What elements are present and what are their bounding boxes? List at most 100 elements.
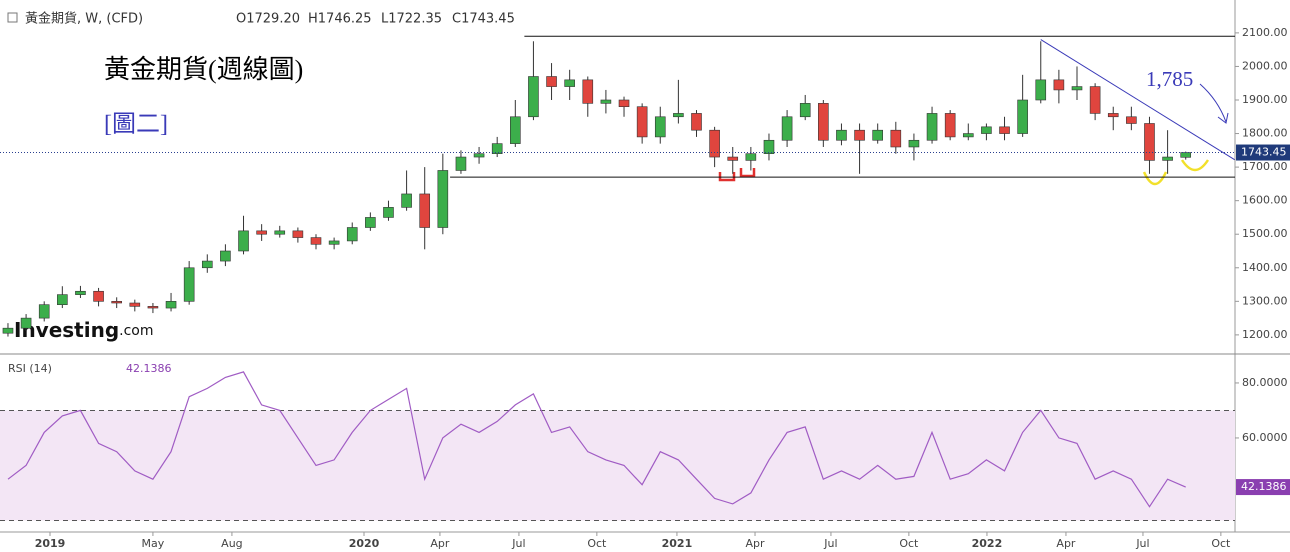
candle-body [654, 116, 666, 138]
rsi-band [0, 410, 1235, 521]
y-tick-label: 2000.00 [1242, 59, 1288, 72]
candle-body [75, 290, 86, 295]
candle-body [836, 129, 847, 141]
quote-close: C1743.45 [452, 12, 515, 27]
candle-body [944, 113, 956, 138]
candle-body [781, 116, 793, 141]
candle-body [1126, 116, 1137, 124]
candle-body [908, 139, 920, 148]
x-tick-label: Apr [430, 537, 450, 550]
candle-body [1162, 156, 1173, 161]
y-tick-label: 80.0000 [1242, 376, 1288, 389]
candle-body [346, 227, 358, 242]
candle-body [546, 76, 557, 87]
x-tick-label: 2022 [972, 537, 1003, 550]
x-tick-label: 2019 [35, 537, 66, 550]
rsi-last: 42.1386 [126, 362, 172, 375]
x-tick-label: Jul [823, 537, 837, 550]
candle-body [600, 99, 612, 104]
y-tick-label: 1400.00 [1242, 261, 1288, 274]
candle-body [799, 103, 811, 118]
candle-body [473, 153, 485, 158]
x-tick-label: Apr [1056, 537, 1076, 550]
candle-body [510, 116, 521, 144]
candle-body [437, 170, 449, 228]
candle-body [365, 217, 376, 228]
candle-body [2, 327, 14, 334]
rsi-tag [1236, 479, 1290, 496]
quote-high: H1746.25 [308, 12, 372, 27]
candle-body [238, 230, 249, 252]
candle-body [1071, 86, 1083, 91]
candle-body [111, 301, 122, 304]
x-tick-label: Jul [1135, 537, 1149, 550]
heading: 黃金期貨(週線圖) [104, 55, 303, 84]
y-tick-label: 1500.00 [1242, 227, 1288, 240]
symbol-title: 黃金期貨, W, (CFD) [25, 11, 143, 27]
candle-body [926, 113, 938, 141]
candle-body [709, 129, 720, 158]
candle-body [328, 240, 340, 245]
candle-body [310, 237, 322, 245]
candle-body [854, 129, 865, 141]
candle-body [20, 317, 32, 329]
trendline [1040, 39, 1235, 161]
candle-body [981, 126, 992, 134]
quote-low: L1722.35 [381, 12, 442, 27]
candle-body [872, 129, 883, 141]
candle-body [1053, 79, 1065, 91]
candle-body [129, 302, 141, 307]
target-label: 1,785 [1146, 67, 1193, 91]
candle-body [57, 294, 68, 305]
rsi-tag-label: 42.1386 [1241, 480, 1287, 493]
candle-body [256, 230, 267, 235]
y-tick-label: 1200.00 [1242, 328, 1288, 341]
x-tick-label: Oct [587, 537, 607, 550]
candle-body [491, 143, 503, 154]
rsi-title: RSI (14) [8, 362, 52, 375]
candle-body [890, 129, 902, 148]
arrow [1199, 83, 1227, 123]
logo-suffix: .com [119, 323, 153, 339]
y-tick-label: 1700.00 [1242, 160, 1288, 173]
candle-body [691, 113, 702, 131]
candle-body [1144, 123, 1155, 161]
x-tick-label: 2020 [349, 537, 380, 550]
candle-body [401, 193, 412, 208]
logo-name: Investing [14, 318, 119, 342]
rsi-line [7, 371, 1186, 508]
candle-body [763, 139, 775, 154]
candle-body [455, 156, 467, 171]
price-pane: 1200.00 1300.00 1400.00 1500.00 1600.00 1700.… [0, 26, 1290, 341]
y-tick-label: 60.0000 [1242, 431, 1288, 444]
rsi-pane: 60.0000 80.0000 42.1386 [0, 371, 1290, 521]
candle-body [1107, 113, 1119, 118]
low-circles [1142, 159, 1210, 186]
candle-body [673, 113, 684, 118]
collapse-icon[interactable] [7, 12, 18, 23]
y-tick-label: 1800.00 [1242, 127, 1288, 140]
candle-body [419, 193, 431, 228]
x-tick-label: Jul [511, 537, 525, 550]
candle-body [528, 76, 539, 118]
x-tick-label: Apr [746, 537, 766, 550]
x-tick-label: 2021 [662, 537, 693, 550]
y-tick-label: 1600.00 [1242, 194, 1288, 207]
candle-body [274, 230, 286, 235]
candle-body [745, 153, 757, 161]
candle-body [727, 156, 739, 161]
candle-body [147, 306, 159, 309]
candle-body [38, 304, 50, 319]
candle-body [93, 290, 104, 302]
candle-body [999, 126, 1010, 134]
arrow-head [1217, 112, 1229, 124]
y-tick-label: 1900.00 [1242, 93, 1288, 106]
candle-body [564, 79, 575, 87]
candle-body [962, 133, 974, 138]
candle-body [292, 230, 304, 238]
candle-body [618, 99, 630, 108]
y-tick-label: 2100.00 [1242, 26, 1288, 39]
candle-body [383, 207, 394, 218]
candle-body [183, 267, 195, 302]
